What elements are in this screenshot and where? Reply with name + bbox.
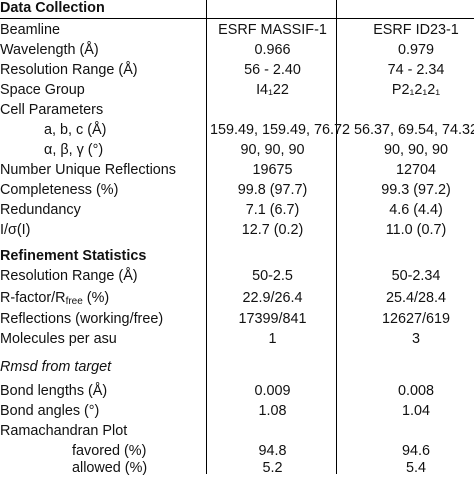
table-row: Bond lengths (Å) 0.009 0.008 <box>0 381 474 402</box>
table-row: Space Group I4₁22 P2₁2₁2₁ <box>0 80 474 101</box>
row-label: Ramachandran Plot <box>0 423 128 439</box>
row-label: allowed (%) <box>72 460 148 476</box>
cell-value: 159.49, 159.49, 76.72 <box>210 122 351 138</box>
column-header-2: ESRF ID23-1 <box>373 22 459 38</box>
cell-value: 25.4/28.4 <box>385 290 446 306</box>
column-header-1: ESRF MASSIF-1 <box>218 22 327 38</box>
beamline-label: Beamline <box>0 22 60 38</box>
cell-value: 12704 <box>395 162 437 178</box>
cell-value: 5.2 <box>262 460 283 476</box>
table-row: I/σ(I) 12.7 (0.2) 11.0 (0.7) <box>0 220 474 241</box>
table-row: Redundancy 7.1 (6.7) 4.6 (4.4) <box>0 200 474 221</box>
row-label: Bond lengths (Å) <box>0 383 108 399</box>
cell-value: 99.8 (97.7) <box>237 182 308 198</box>
cell-value: 7.1 (6.7) <box>245 202 300 218</box>
cell-value: 56.37, 69.54, 74.32 <box>353 122 474 138</box>
table-row: Number Unique Reflections 19675 12704 <box>0 160 474 181</box>
table-row: Molecules per asu 1 3 <box>0 329 474 350</box>
table-row: R-factor/Rfree (%) 22.9/26.4 25.4/28.4 <box>0 288 474 309</box>
cell-value: 0.009 <box>254 383 291 399</box>
table-row: Refinement Statistics <box>0 246 474 267</box>
row-label: α, β, γ (°) <box>44 142 104 158</box>
row-label: Completeness (%) <box>0 182 119 198</box>
table-row: Beamline ESRF MASSIF-1 ESRF ID23-1 <box>0 20 474 41</box>
cell-value: 1 <box>268 331 277 347</box>
cell-value: 4.6 (4.4) <box>389 202 443 218</box>
cell-value: 56 - 2.40 <box>244 62 301 78</box>
rfactor-label-b: (%) <box>82 290 110 306</box>
row-label: Cell Parameters <box>0 102 104 118</box>
cell-value: 50-2.34 <box>391 268 441 284</box>
cell-value: 94.8 <box>258 443 287 459</box>
cell-value: 22.9/26.4 <box>242 290 303 306</box>
cell-value: 12627/619 <box>381 311 451 327</box>
column-divider-1 <box>206 0 207 474</box>
cell-value: 50-2.5 <box>252 268 293 284</box>
table-row: Rmsd from target <box>0 357 474 378</box>
cell-value: P2₁2₁2₁ <box>391 82 441 98</box>
table-row: allowed (%) 5.2 5.4 <box>0 458 474 479</box>
cell-value: 90, 90, 90 <box>240 142 305 158</box>
table-row: Bond angles (°) 1.08 1.04 <box>0 401 474 422</box>
table-row: Ramachandran Plot <box>0 421 474 442</box>
table-row: Resolution Range (Å) 50-2.5 50-2.34 <box>0 266 474 287</box>
divider <box>0 18 474 19</box>
rfactor-label-sub: free <box>65 296 83 307</box>
row-label: Molecules per asu <box>0 331 117 347</box>
cell-value: 74 - 2.34 <box>387 62 445 78</box>
row-label: Space Group <box>0 82 85 98</box>
cell-value: 99.3 (97.2) <box>381 182 451 198</box>
section-title-rmsd: Rmsd from target <box>0 359 112 375</box>
cell-value: 1.04 <box>401 403 430 419</box>
table-row: favored (%) 94.8 94.6 <box>0 441 474 462</box>
cell-value: 17399/841 <box>238 311 307 327</box>
table-row: Resolution Range (Å) 56 - 2.40 74 - 2.34 <box>0 60 474 81</box>
section-title-data-collection: Data Collection <box>0 0 105 16</box>
rfactor-label-a: R-factor/R <box>0 290 66 306</box>
cell-value: 3 <box>411 331 420 347</box>
row-label: a, b, c (Å) <box>44 122 107 138</box>
table-row: α, β, γ (°) 90, 90, 90 90, 90, 90 <box>0 140 474 161</box>
table-row: Wavelength (Å) 0.966 0.979 <box>0 40 474 61</box>
row-label: Redundancy <box>0 202 81 218</box>
cell-value: 1.08 <box>258 403 287 419</box>
cell-value: I4₁22 <box>256 82 289 98</box>
cell-value: 94.6 <box>401 443 430 459</box>
row-label: Resolution Range (Å) <box>0 62 138 78</box>
column-divider-2 <box>336 0 337 474</box>
cell-value: 11.0 (0.7) <box>385 222 447 238</box>
cell-value: 12.7 (0.2) <box>241 222 304 238</box>
row-label: Wavelength (Å) <box>0 42 99 58</box>
cell-value: 19675 <box>252 162 293 178</box>
row-label: I/σ(I) <box>0 222 31 238</box>
cell-value: 0.966 <box>254 42 291 58</box>
row-label: Number Unique Reflections <box>0 162 176 178</box>
cell-value: 0.979 <box>397 42 434 58</box>
table-row: Cell Parameters <box>0 100 474 121</box>
table-row: Data Collection <box>0 0 474 19</box>
table-row: Completeness (%) 99.8 (97.7) 99.3 (97.2) <box>0 180 474 201</box>
row-label: favored (%) <box>72 443 147 459</box>
cell-value: 90, 90, 90 <box>383 142 448 158</box>
row-label: Resolution Range (Å) <box>0 268 138 284</box>
table-row: Reflections (working/free) 17399/841 126… <box>0 309 474 330</box>
cell-value: 0.008 <box>397 383 434 399</box>
row-label: R-factor/Rfree (%) <box>0 288 109 309</box>
row-label: Reflections (working/free) <box>0 311 164 327</box>
table-row: a, b, c (Å) 159.49, 159.49, 76.72 56.37,… <box>0 120 474 141</box>
row-label: Bond angles (°) <box>0 403 100 419</box>
cell-value: 5.4 <box>405 460 426 476</box>
section-title-refinement: Refinement Statistics <box>0 248 147 264</box>
